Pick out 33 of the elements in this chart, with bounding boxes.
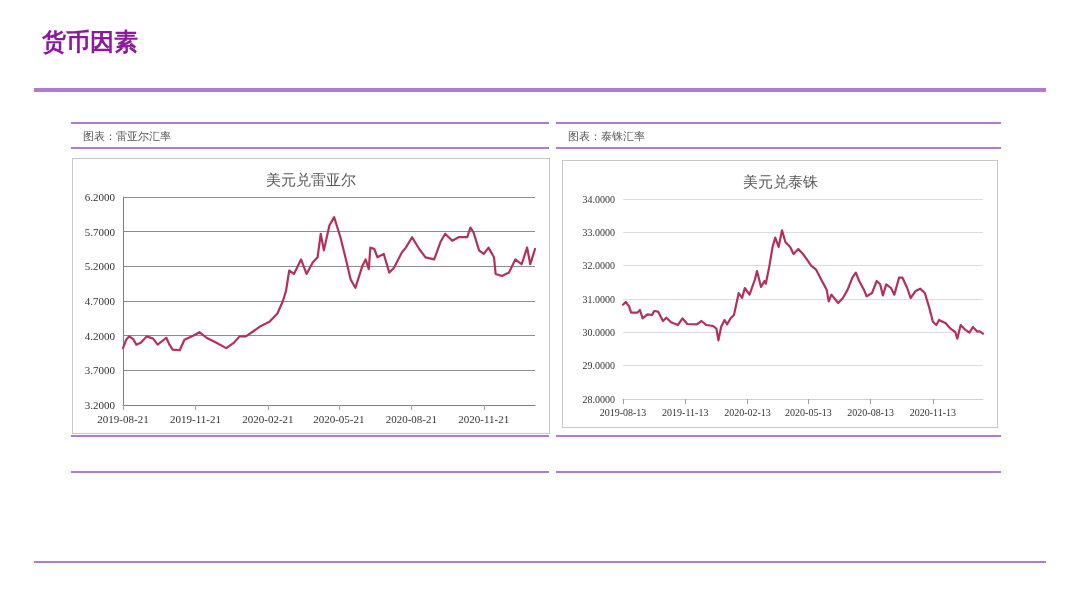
chart-subtitle: 图表：雷亚尔汇率 [83,129,171,144]
y-tick-label: 32.0000 [582,260,615,272]
y-tick-label: 6.2000 [84,191,116,203]
y-tick-label: 28.0000 [582,393,615,405]
x-tick-label: 2019-11-21 [170,412,221,425]
text: 货币因素 [42,27,138,58]
chart-subtitle: 图表：泰铢汇率 [568,129,645,144]
y-tick-label: 31.0000 [582,293,615,305]
x-tick-label: 2019-08-21 [97,412,149,425]
y-tick-label: 5.7000 [84,225,116,238]
x-tick-label: 2020-08-21 [385,412,437,425]
x-tick-label: 2020-11-13 [909,406,956,418]
x-tick-label: 2020-02-21 [242,412,294,425]
x-tick-label: 2019-11-13 [661,406,708,418]
line-series [621,229,984,342]
x-tick-label: 2020-11-21 [458,412,510,425]
y-tick-label: 33.0000 [582,226,615,238]
y-tick-label: 5.2000 [84,260,116,273]
x-tick-label: 2020-08-13 [846,406,894,418]
y-tick-label: 3.7000 [84,364,116,377]
line-series [121,216,537,352]
y-tick-label: 4.7000 [84,295,116,307]
y-tick-label: 30.0000 [582,326,615,338]
y-tick-label: 3.2000 [84,399,116,411]
x-tick-label: 2020-05-13 [784,406,832,418]
chart-title: 美元兑雷亚尔 [266,170,356,189]
x-tick-label: 2020-02-13 [723,406,771,418]
x-tick-label: 2019-08-13 [599,406,646,418]
chart-title: 美元兑泰铢 [742,172,817,191]
x-tick-label: 2020-05-21 [313,412,365,425]
y-tick-label: 4.2000 [84,329,116,342]
y-tick-label: 29.0000 [582,360,615,372]
y-tick-label: 34.0000 [582,193,615,205]
